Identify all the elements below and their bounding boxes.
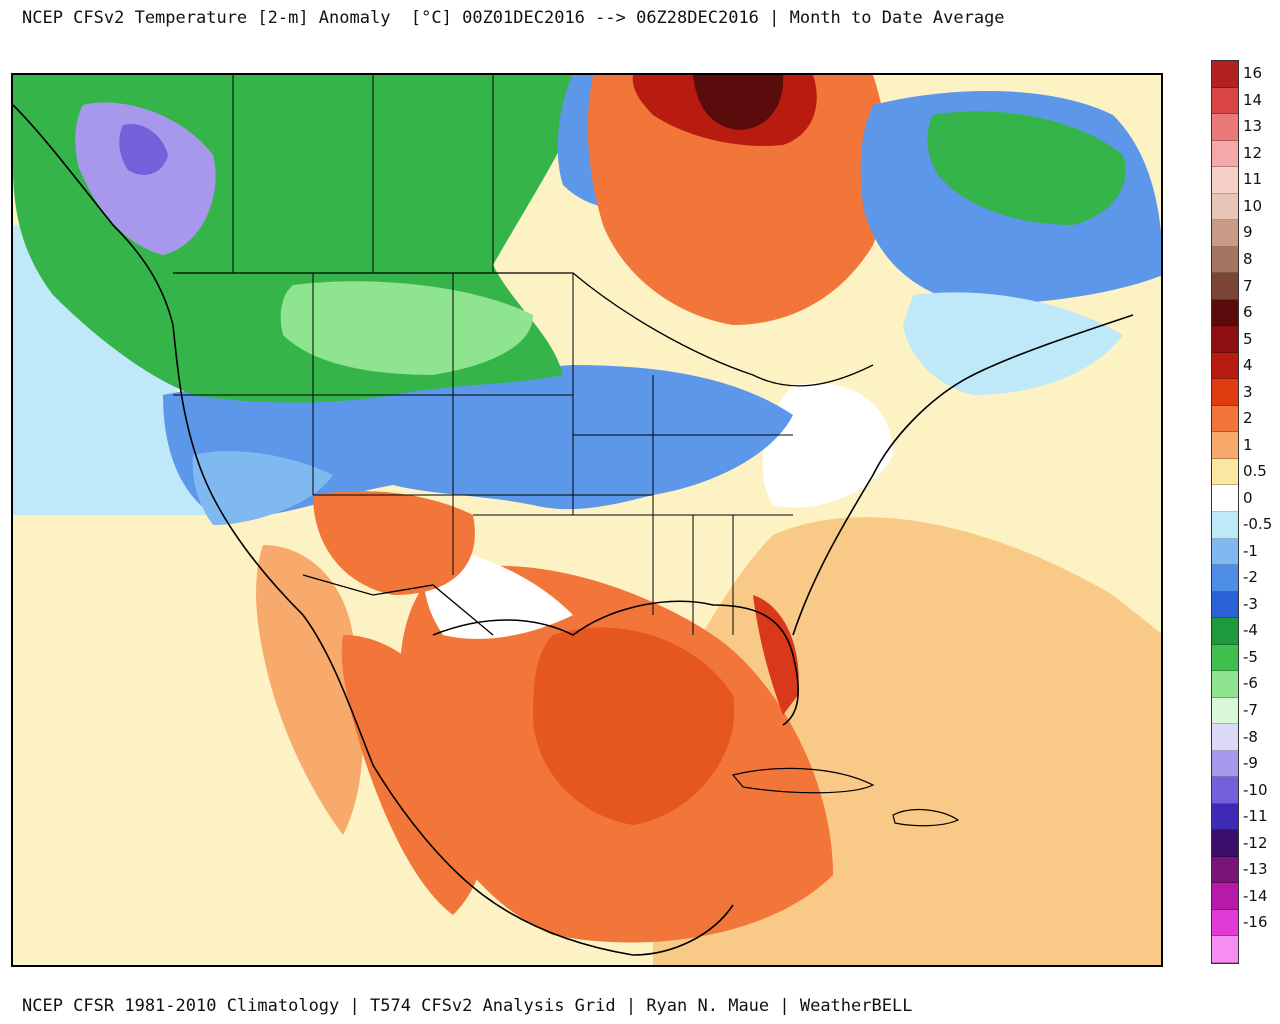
us-canada-border [173,272,874,387]
yukon-extreme-cold-core [119,124,168,175]
legend-swatch [1212,114,1238,141]
anomaly-map-canvas [13,75,1161,965]
legend-swatch [1212,167,1238,194]
legend-swatch [1212,671,1238,698]
legend-label: 0.5 [1243,462,1267,481]
labrador-cold-region [927,111,1126,225]
legend-label: -16 [1243,913,1268,932]
legend-swatch [1212,485,1238,512]
us-mexico-border [302,574,494,636]
legend-label: -10 [1243,780,1268,799]
legend-label: 9 [1243,223,1253,242]
legend-swatch [1212,750,1238,778]
legend-label: -3 [1243,594,1258,613]
legend-label: 10 [1243,196,1263,215]
legend-swatch [1212,830,1238,857]
legend-label: -0.5 [1243,515,1273,534]
legend-label: -8 [1243,727,1258,746]
map-title: NCEP CFSv2 Temperature [2-m] Anomaly [°C… [22,8,1005,28]
legend-label: 16 [1243,64,1263,83]
legend-swatch [1212,61,1238,88]
legend-swatch [1212,936,1238,963]
legend-swatch [1212,273,1238,300]
legend-swatch [1212,458,1238,486]
legend-label: 11 [1243,170,1263,189]
legend-label: 5 [1243,329,1253,348]
legend-label: 13 [1243,117,1263,136]
legend-label: -14 [1243,886,1268,905]
west-coastline [13,104,734,956]
hudson-bay-warm-region [587,75,888,325]
legend-swatch [1212,352,1238,380]
legend-swatch [1212,883,1238,910]
hispaniola-outline [892,809,960,827]
legend-label: 14 [1243,90,1263,109]
legend-label: 2 [1243,409,1253,428]
legend-swatch [1212,803,1238,831]
legend-swatch [1212,379,1238,406]
legend-label: -12 [1243,833,1268,852]
northern-plains-cold-core [280,281,533,375]
legend-swatch [1212,909,1238,937]
legend-swatch [1212,565,1238,592]
legend-label: 4 [1243,356,1253,375]
legend-swatch [1212,87,1238,115]
yukon-very-cold-region [75,102,216,255]
legend-swatch [1212,140,1238,168]
legend-label: -7 [1243,700,1258,719]
legend-label: -5 [1243,647,1258,666]
anomaly-map [11,73,1163,967]
hudson-bay-extreme-warm-core [693,75,784,130]
legend-swatch [1212,220,1238,247]
legend-swatch [1212,697,1238,725]
legend-label: 3 [1243,382,1253,401]
legend-label: 6 [1243,303,1253,322]
legend-swatch [1212,538,1238,566]
legend-swatch [1212,326,1238,353]
legend-swatch [1212,591,1238,619]
legend-swatch [1212,299,1238,327]
legend-swatch [1212,246,1238,274]
legend-swatch [1212,856,1238,884]
legend-label: -4 [1243,621,1258,640]
cuba-outline [731,767,875,794]
legend-label: -1 [1243,541,1258,560]
northeast-neutral-region [762,383,893,508]
legend-swatch [1212,618,1238,645]
legend-label: -9 [1243,754,1258,773]
legend-label: 8 [1243,249,1253,268]
map-footer: NCEP CFSR 1981-2010 Climatology | T574 C… [22,996,913,1016]
legend-swatch [1212,405,1238,433]
baja-warm-region [256,545,363,835]
legend-swatch [1212,432,1238,459]
legend-label: 0 [1243,488,1253,507]
florida-hot-region [753,595,799,715]
color-scale-legend [1211,60,1239,964]
legend-swatch [1212,724,1238,751]
legend-label: -2 [1243,568,1258,587]
legend-label: 1 [1243,435,1253,454]
east-coastline [792,314,1134,636]
legend-swatch [1212,193,1238,221]
legend-swatch [1212,777,1238,804]
legend-label: 7 [1243,276,1253,295]
legend-label: -6 [1243,674,1258,693]
atlantic-canada-cool-region [903,292,1123,395]
legend-swatch [1212,512,1238,539]
gulf-core-region [533,627,735,825]
legend-label: -13 [1243,860,1268,879]
legend-label: -11 [1243,807,1268,826]
state-borders [173,75,793,635]
mexico-warm-region [341,635,487,915]
great-basin-cool-region [192,451,333,525]
legend-label: 12 [1243,143,1263,162]
southwest-warm-region [313,491,475,595]
legend-swatch [1212,644,1238,672]
